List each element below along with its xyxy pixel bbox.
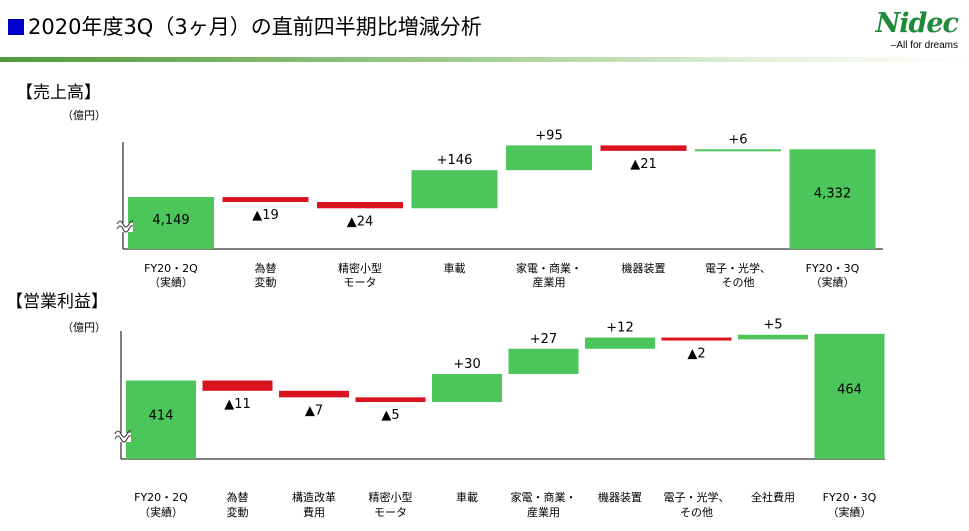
op-category-label-3-1: モータ [374,506,407,519]
sales-bar-5 [600,145,687,151]
sales-data-label-1: ▲19 [252,208,279,223]
sales-axis-break-icon [116,220,134,233]
op-data-label-0: 414 [149,408,174,423]
sales-data-label-4: +95 [535,128,562,143]
sales-bar-4 [506,145,592,171]
title-square-icon [8,19,24,35]
sales-section-title: 【売上高】 [16,83,101,103]
sales-data-label-0: 4,149 [152,213,189,228]
op-axis-break-mask [115,433,131,442]
sales-category-label-0-0: FY20・2Q [144,262,198,275]
operating-profit-unit-label: （億円） [62,321,106,334]
sales-category-label-4-1: 産業用 [533,276,566,289]
sales-category-label-5-0: 機器装置 [622,261,666,275]
op-data-label-9: 464 [837,383,862,398]
page-title-text: 2020年度3Q（3ヶ月）の直前四半期比増減分析 [28,15,482,39]
sales-category-label-7-0: FY20・3Q [806,262,860,275]
op-category-label-5-1: 産業用 [527,506,560,519]
sales-bar-3 [411,170,498,209]
sales-unit-label: （億円） [62,109,106,122]
op-category-label-8-0: 全社費用 [751,490,795,504]
sales-data-label-2: ▲24 [347,214,374,229]
op-category-label-6-0: 機器装置 [598,490,642,504]
op-data-label-7: ▲2 [687,347,705,362]
op-bar-9 [814,333,885,459]
op-data-label-6: +12 [606,321,633,336]
logo-wordmark: Nidec [875,8,959,39]
sales-bar-7 [789,149,876,249]
op-data-label-8: +5 [763,318,782,333]
op-category-label-3-0: 精密小型 [369,490,413,504]
op-bar-5 [508,348,579,374]
op-category-label-1-0: 為替 [227,490,249,504]
sales-bar-2 [317,202,403,209]
sales-data-label-6: +6 [728,132,747,147]
op-bar-4 [432,373,502,403]
op-data-label-2: ▲7 [305,403,323,418]
op-data-label-4: +30 [453,357,480,372]
sales-category-label-3-0: 車載 [444,261,466,275]
op-data-label-1: ▲11 [224,397,251,412]
op-bar-2 [279,390,349,398]
op-bar-6 [585,337,655,349]
op-category-label-2-1: 費用 [303,505,325,519]
op-category-label-1-1: 変動 [227,505,249,519]
op-category-label-5-0: 家電・商業・ [511,490,577,504]
op-category-label-9-1: （実績） [828,505,872,519]
sales-category-label-1-0: 為替 [255,261,277,275]
operating-profit-section-title: 【営業利益】 [6,292,108,312]
logo-tagline: –All for dreams [858,40,958,52]
op-category-label-2-0: 構造改革 [292,490,336,504]
sales-bar-1 [222,197,309,203]
op-category-label-7-1: その他 [680,506,713,519]
sales-axis-break-mask [117,223,133,232]
sales-bar-0 [128,197,214,249]
sales-category-label-7-1: （実績） [811,275,855,289]
op-bar-7 [661,337,732,341]
page-title: 2020年度3Q（3ヶ月）の直前四半期比増減分析 [8,12,482,42]
op-bar-3 [355,397,426,403]
sales-data-label-5: ▲21 [630,157,657,172]
op-bar-8 [738,334,808,340]
op-category-label-4-0: 車載 [456,490,478,504]
op-category-label-0-1: （実績） [139,505,183,519]
op-bar-0 [126,380,196,459]
logo-tagline-dash: – [890,40,897,51]
sales-category-label-6-0: 電子・光学、 [705,261,771,275]
sales-category-label-4-0: 家電・商業・ [516,261,582,275]
op-bar-1 [202,380,273,391]
op-category-label-9-0: FY20・3Q [823,491,877,504]
sales-category-label-1-1: 変動 [255,275,277,289]
op-category-label-0-0: FY20・2Q [134,491,188,504]
op-axis-break-icon [114,430,132,443]
company-logo: Nidec –All for dreams [858,8,959,52]
sales-category-label-6-1: その他 [722,276,755,289]
sales-data-label-7: 4,332 [814,187,851,202]
op-category-label-7-0: 電子・光学、 [664,490,730,504]
sales-category-label-0-1: （実績） [149,275,193,289]
op-data-label-3: ▲5 [381,408,399,423]
sales-category-label-2-1: モータ [344,276,377,289]
op-data-label-5: +27 [530,332,557,347]
sales-bar-6 [695,149,781,152]
title-divider [0,57,969,62]
logo-tagline-text: All for dreams [896,40,958,51]
sales-data-label-3: +146 [437,153,473,168]
sales-category-label-2-0: 精密小型 [338,261,382,275]
